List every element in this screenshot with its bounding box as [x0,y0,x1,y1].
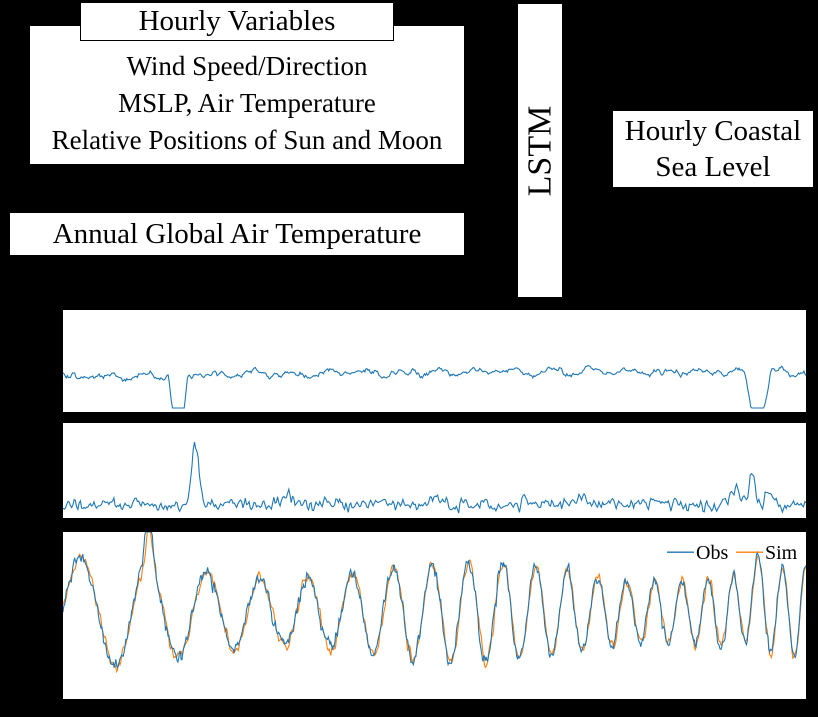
svg-text:Obs: Obs [696,542,728,564]
svg-text:Sim: Sim [765,542,798,564]
